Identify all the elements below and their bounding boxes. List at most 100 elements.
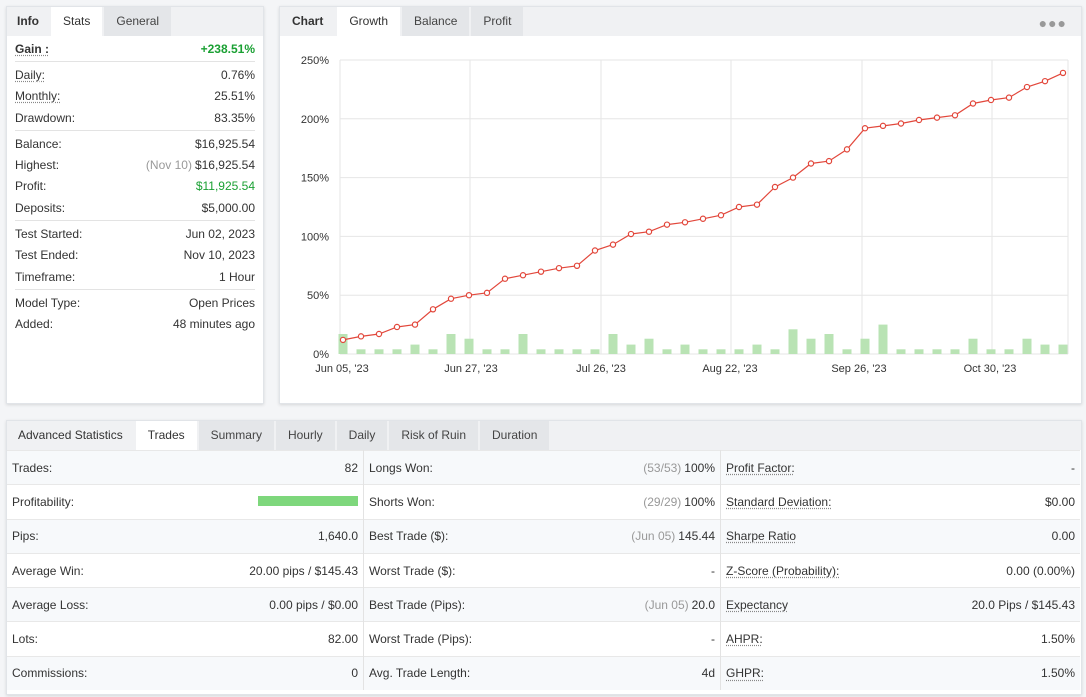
growth-point[interactable]	[969, 100, 977, 107]
tab-balance[interactable]: Balance	[402, 7, 470, 36]
stat-row-drawdown: Drawdown: 83.35%	[15, 107, 255, 128]
adv-stat-label: Lots:	[12, 632, 39, 647]
adv-stat-label[interactable]: Z-Score (Probability):	[726, 563, 840, 578]
bar-mark	[554, 349, 564, 354]
stats-group: Balance: $16,925.54 Highest: (Nov 10) $16,92…	[15, 131, 255, 222]
tab-profit[interactable]: Profit	[471, 7, 524, 36]
growth-chart-svg: 0% 50% 100% 150% 200% 250% Jun 05, '23 Jun 27, …	[301, 55, 1069, 375]
growth-point[interactable]	[609, 241, 617, 248]
growth-point[interactable]	[555, 264, 563, 272]
adv-stat-label[interactable]: Standard Deviation:	[726, 494, 832, 509]
stat-value: Nov 10, 2023	[183, 248, 255, 263]
growth-point[interactable]	[447, 295, 455, 302]
stat-label[interactable]: Daily:	[15, 67, 46, 82]
adv-stat-value-wrap: -	[711, 564, 715, 578]
growth-point[interactable]	[951, 112, 959, 119]
bar-mark	[392, 349, 402, 354]
gain-label[interactable]: Gain :	[15, 41, 50, 56]
growth-point[interactable]	[915, 116, 923, 124]
growth-point[interactable]	[375, 330, 383, 338]
stat-label: Drawdown:	[15, 110, 76, 125]
stat-row-timeframe: Timeframe: 1 Hour	[15, 266, 255, 287]
growth-point[interactable]	[501, 275, 509, 282]
growth-point[interactable]	[573, 262, 581, 269]
tab-info[interactable]: Info	[7, 7, 49, 36]
trades-column-2: Longs Won: (53/53) 100% Shorts Won: (29/29) 1…	[364, 450, 721, 691]
stat-value: Jun 02, 2023	[185, 227, 255, 242]
stat-cell-trades: Trades: 82	[7, 450, 363, 485]
growth-point[interactable]	[357, 333, 365, 340]
growth-point[interactable]	[753, 201, 761, 208]
growth-point[interactable]	[339, 336, 347, 344]
growth-point[interactable]	[465, 292, 473, 299]
stat-label[interactable]: Monthly:	[15, 89, 61, 104]
tab-hourly[interactable]: Hourly	[275, 421, 335, 450]
stat-cell-worst-trade-pips: Worst Trade (Pips): -	[364, 621, 720, 656]
growth-point[interactable]	[717, 212, 725, 219]
gain-group: Gain : +238.51%	[15, 36, 255, 63]
growth-point[interactable]	[1041, 77, 1049, 85]
tab-stats[interactable]: Stats	[51, 7, 103, 36]
growth-point[interactable]	[537, 268, 545, 275]
adv-stat-label[interactable]: Sharpe Ratio	[726, 529, 797, 544]
stat-cell-pips: Pips: 1,640.0	[7, 518, 363, 553]
adv-stat-value-wrap: 4d	[702, 666, 715, 680]
bar-mark	[824, 334, 834, 354]
growth-point[interactable]	[789, 174, 797, 181]
stat-label: Test Ended:	[15, 248, 79, 263]
adv-stat-note: (29/29)	[643, 494, 682, 509]
bar-mark	[860, 338, 870, 354]
stat-value: 83.35%	[214, 110, 255, 125]
adv-stat-label: Worst Trade ($):	[369, 563, 456, 578]
growth-point[interactable]	[591, 247, 599, 254]
growth-chart: 0% 50% 100% 150% 200% 250% Jun 05, '23 Jun 27, …	[280, 36, 1081, 407]
growth-point[interactable]	[735, 203, 743, 211]
tab-risk-of-ruin[interactable]: Risk of Ruin	[389, 421, 479, 450]
tab-duration[interactable]: Duration	[480, 421, 550, 450]
adv-stat-label[interactable]: GHPR:	[726, 666, 765, 681]
adv-stat-label: Worst Trade (Pips):	[369, 632, 473, 647]
bar-mark	[644, 338, 654, 354]
tab-chart[interactable]: Chart	[280, 7, 336, 36]
growth-point[interactable]	[987, 96, 995, 104]
adv-stat-value-wrap: 0.00	[1052, 529, 1075, 543]
growth-point[interactable]	[519, 272, 527, 279]
tab-general[interactable]: General	[104, 7, 172, 36]
gain-value: +238.51%	[200, 41, 255, 56]
growth-point[interactable]	[861, 125, 869, 132]
growth-point[interactable]	[663, 221, 671, 228]
growth-point[interactable]	[411, 321, 419, 328]
trades-column-1: Trades: 82 Profitability: Pips: 1,640.0 Avera…	[7, 450, 364, 691]
growth-point[interactable]	[429, 306, 437, 313]
growth-point[interactable]	[771, 183, 779, 191]
growth-point[interactable]	[627, 230, 635, 238]
stat-cell-profit-factor: Profit Factor: -	[721, 450, 1080, 485]
adv-stat-label[interactable]: AHPR:	[726, 632, 763, 647]
tab-summary[interactable]: Summary	[198, 421, 274, 450]
growth-point[interactable]	[1023, 83, 1031, 91]
growth-point[interactable]	[807, 160, 815, 167]
growth-point[interactable]	[933, 114, 941, 121]
growth-point[interactable]	[1005, 94, 1013, 101]
growth-point[interactable]	[897, 120, 905, 127]
tab-growth[interactable]: Growth	[337, 7, 401, 36]
growth-point[interactable]	[1059, 69, 1067, 77]
tab-trades[interactable]: Trades	[135, 421, 197, 450]
growth-point[interactable]	[825, 157, 833, 165]
bar-mark	[482, 349, 492, 354]
growth-point[interactable]	[645, 228, 653, 235]
adv-stat-label[interactable]: Profit Factor:	[726, 460, 795, 475]
stat-row-profit: Profit: $11,925.54	[15, 176, 255, 197]
adv-stat-label[interactable]: Expectancy	[726, 597, 789, 612]
growth-point[interactable]	[393, 323, 401, 331]
growth-point[interactable]	[879, 122, 887, 130]
bar-mark	[572, 349, 582, 354]
stat-cell-sharpe-ratio: Sharpe Ratio 0.00	[721, 518, 1080, 553]
stat-label: Profit:	[15, 179, 47, 194]
growth-point[interactable]	[699, 215, 707, 222]
growth-point[interactable]	[843, 146, 851, 153]
growth-point[interactable]	[483, 289, 491, 297]
growth-point[interactable]	[681, 219, 689, 226]
tab-daily[interactable]: Daily	[336, 421, 388, 450]
more-dots-icon[interactable]: ●●●	[1038, 15, 1067, 31]
